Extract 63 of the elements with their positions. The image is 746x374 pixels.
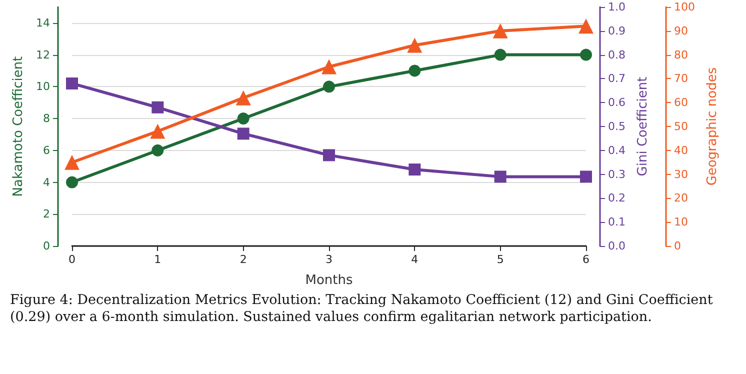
y2-tick-label: 0.1 (608, 216, 626, 229)
y-tick-label: 12 (36, 48, 50, 62)
y3-tick-label: 0 (674, 240, 681, 252)
point (150, 124, 166, 139)
y3-tick-label: 60 (674, 96, 688, 110)
point (407, 38, 422, 53)
point (152, 144, 164, 156)
y3-tick-label: 90 (674, 24, 688, 38)
x-tick-label: 6 (582, 253, 590, 266)
y-tick-label: 0 (43, 240, 50, 252)
point (237, 128, 250, 140)
point (408, 64, 421, 77)
y-tick-label: 6 (43, 144, 50, 157)
y-tick-label: 4 (43, 176, 50, 189)
y2-tick-label: 0.0 (608, 240, 626, 252)
y-axis-title: Nakamoto Coefficient (11, 56, 26, 197)
y3-tick-label: 20 (674, 192, 688, 205)
x-tick-label: 0 (68, 253, 76, 266)
x-tick-label: 1 (154, 253, 162, 266)
point (236, 90, 251, 106)
y2-tick-label: 0.7 (608, 72, 626, 86)
point (66, 176, 78, 188)
y-tick-label: 14 (36, 16, 50, 30)
point (580, 170, 592, 183)
point (578, 18, 594, 34)
x-axis-title: Months (305, 273, 353, 288)
point (494, 48, 506, 61)
y-tick-label: 8 (43, 112, 50, 126)
point (66, 77, 78, 90)
point (492, 23, 508, 38)
x-tick-label: 3 (326, 253, 332, 266)
x-tick-label: 2 (240, 253, 247, 266)
y3-tick-label: 40 (674, 144, 688, 157)
y2-tick-label: 0.6 (608, 96, 626, 110)
y2-tick-label: 0.4 (608, 144, 626, 157)
y2-tick-label: 0.3 (608, 168, 626, 181)
y2-tick-label: 0.5 (608, 120, 626, 133)
caption: Figure 4: Decentralization Metrics Evolution: Tracking Nakamoto Coefficient (12) and Gini Coefficient (0.29) over a 6-month simulation. Sustained values confirm egalitarian network participation. (10, 292, 714, 326)
y2-tick-label: 0.2 (608, 192, 626, 205)
y2-axis-title: Gini Coefficient (635, 76, 650, 176)
point (237, 112, 250, 125)
y2-tick-label: 0.9 (608, 24, 626, 38)
y3-tick-label: 50 (674, 120, 688, 133)
point (322, 59, 336, 74)
point (64, 154, 80, 170)
point (494, 170, 506, 183)
y3-tick-label: 70 (674, 72, 688, 86)
y2-tick-label: 1.0 (608, 0, 626, 14)
x-tick-label: 5 (496, 253, 504, 266)
y2-tick-label: 0.8 (608, 48, 626, 62)
point (323, 149, 335, 162)
point (323, 80, 335, 93)
y3-axis-title: Geographic nodes (704, 67, 720, 186)
y3-tick-label: 30 (674, 168, 688, 181)
y3-tick-label: 100 (674, 0, 695, 14)
y3-tick-label: 80 (674, 48, 688, 62)
point (152, 101, 164, 114)
point (580, 48, 592, 61)
point (408, 164, 421, 176)
y-tick-label: 10 (36, 80, 50, 94)
y3-tick-label: 10 (674, 216, 688, 229)
y-tick-label: 2 (43, 208, 50, 221)
x-tick-label: 4 (411, 253, 418, 266)
